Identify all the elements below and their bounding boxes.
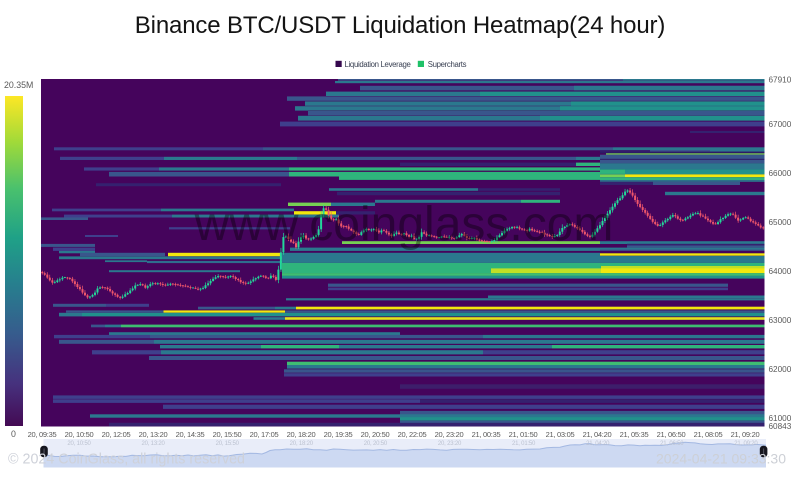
svg-text:20, 18:20: 20, 18:20 xyxy=(290,441,314,447)
svg-text:Liquidation Leverage: Liquidation Leverage xyxy=(345,60,411,69)
svg-text:64000: 64000 xyxy=(769,267,792,276)
svg-text:21, 04:20: 21, 04:20 xyxy=(583,430,612,439)
svg-text:20, 20:50: 20, 20:50 xyxy=(364,441,388,447)
svg-text:66000: 66000 xyxy=(769,169,792,178)
svg-text:20, 17:05: 20, 17:05 xyxy=(250,430,279,439)
svg-text:21, 06:50: 21, 06:50 xyxy=(657,430,686,439)
svg-text:20, 14:35: 20, 14:35 xyxy=(176,430,205,439)
svg-text:21, 08:05: 21, 08:05 xyxy=(694,430,723,439)
svg-text:21, 04:20: 21, 04:20 xyxy=(586,441,610,447)
svg-text:20, 20:50: 20, 20:50 xyxy=(361,430,390,439)
svg-text:60843: 60843 xyxy=(769,422,792,431)
svg-text:21, 03:05: 21, 03:05 xyxy=(546,430,575,439)
svg-text:65000: 65000 xyxy=(769,218,792,227)
svg-text:21, 06:50: 21, 06:50 xyxy=(660,441,684,447)
svg-text:© 2024 CoinGlass, all rights r: © 2024 CoinGlass, all rights reserved xyxy=(8,452,245,468)
svg-text:20, 18:20: 20, 18:20 xyxy=(287,430,316,439)
svg-text:20, 10:50: 20, 10:50 xyxy=(67,441,91,447)
svg-text:20, 15:50: 20, 15:50 xyxy=(213,430,242,439)
svg-text:20, 13:20: 20, 13:20 xyxy=(141,441,165,447)
svg-text:21, 09:20: 21, 09:20 xyxy=(734,441,758,447)
svg-text:20, 15:50: 20, 15:50 xyxy=(216,441,240,447)
svg-text:20.35M: 20.35M xyxy=(4,80,33,90)
svg-text:67000: 67000 xyxy=(769,120,792,129)
svg-text:67910: 67910 xyxy=(769,75,792,84)
svg-text:21, 00:35: 21, 00:35 xyxy=(472,430,501,439)
svg-text:61000: 61000 xyxy=(769,414,792,423)
svg-text:2024-04-21 09:33:30: 2024-04-21 09:33:30 xyxy=(656,451,786,467)
svg-text:21, 09:20: 21, 09:20 xyxy=(731,430,760,439)
svg-text:62000: 62000 xyxy=(769,365,792,374)
svg-text:20, 12:05: 20, 12:05 xyxy=(102,430,131,439)
svg-text:20, 19:35: 20, 19:35 xyxy=(324,430,353,439)
svg-text:21, 01:50: 21, 01:50 xyxy=(512,441,536,447)
svg-text:Binance BTC/USDT Liquidation H: Binance BTC/USDT Liquidation Heatmap(24 … xyxy=(135,12,665,39)
svg-text:63000: 63000 xyxy=(769,316,792,325)
svg-text:20, 23:20: 20, 23:20 xyxy=(435,430,464,439)
svg-text:20, 22:05: 20, 22:05 xyxy=(398,430,427,439)
svg-text:Supercharts: Supercharts xyxy=(428,60,467,69)
svg-text:20, 23:20: 20, 23:20 xyxy=(438,441,462,447)
svg-text:20, 10:50: 20, 10:50 xyxy=(65,430,94,439)
svg-text:www.coinglass.com: www.coinglass.com xyxy=(194,198,614,251)
svg-text:0: 0 xyxy=(11,429,16,439)
svg-text:20, 13:20: 20, 13:20 xyxy=(139,430,168,439)
svg-text:21, 05:35: 21, 05:35 xyxy=(620,430,649,439)
svg-text:20, 09:35: 20, 09:35 xyxy=(28,430,57,439)
svg-text:21, 01:50: 21, 01:50 xyxy=(509,430,538,439)
